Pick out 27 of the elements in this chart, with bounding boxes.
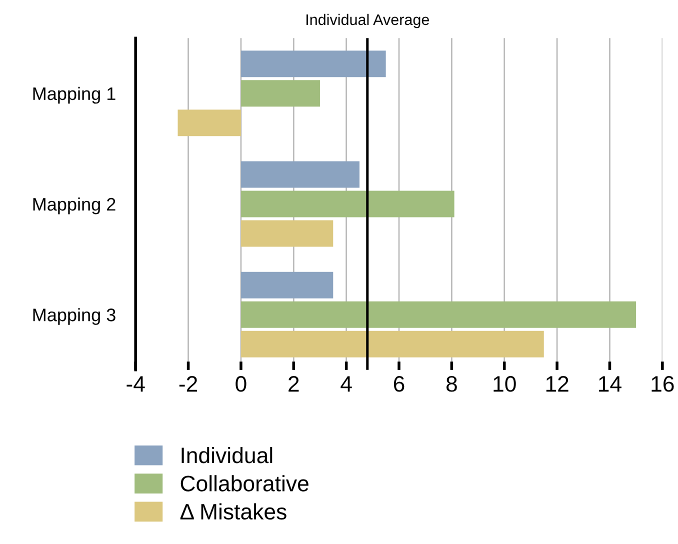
bar (240, 330, 544, 358)
legend-label: Collaborative (180, 475, 308, 492)
x-tick-label: 16 (652, 376, 674, 392)
bar (240, 190, 454, 218)
x-tick-label: 0 (236, 376, 246, 392)
x-tick-label: 2 (288, 376, 299, 392)
x-tick-label: 12 (546, 376, 568, 392)
legend-label: Individual (182, 446, 272, 464)
x-tick-label: 4 (340, 376, 352, 392)
x-tick-label: 6 (394, 376, 404, 392)
bar (240, 50, 386, 78)
bar (240, 272, 334, 298)
bar (240, 220, 334, 247)
bar (240, 301, 636, 328)
legend-label: Δ Mistakes (180, 503, 286, 520)
x-tick-label: 10 (494, 376, 516, 392)
y-tick-label: Mapping 1 (33, 86, 116, 104)
bar (178, 110, 241, 136)
y-tick-label: Mapping 3 (33, 308, 116, 325)
bar (240, 80, 320, 107)
ref-line-label: Individual Average (306, 14, 430, 28)
x-tick-label: -4 (126, 376, 145, 392)
y-tick-label: Mapping 2 (33, 197, 116, 214)
x-tick-label: 14 (599, 376, 622, 392)
x-tick-label: 8 (446, 376, 457, 392)
x-tick-label: -2 (179, 376, 198, 392)
bar (240, 161, 360, 188)
